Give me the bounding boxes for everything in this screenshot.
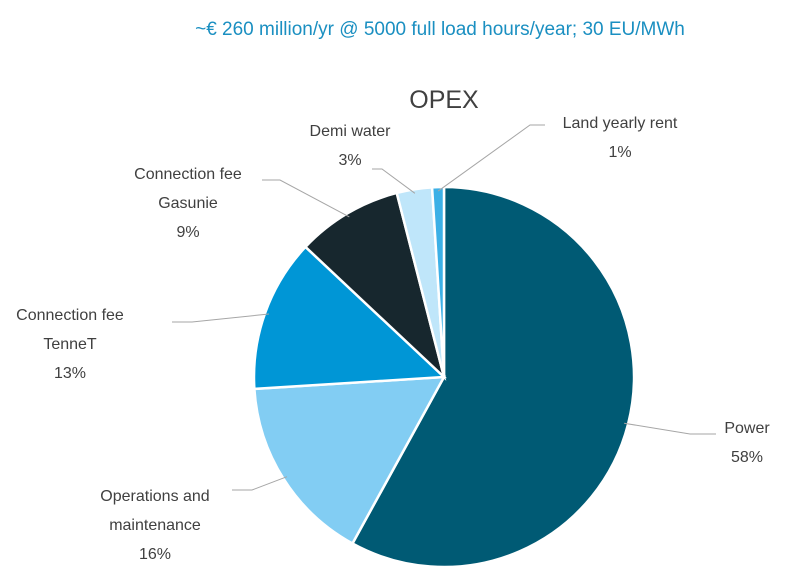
slice-label: Power 58% (712, 414, 782, 472)
chart-title: OPEX (409, 86, 479, 114)
category-label: Operations and maintenance (100, 488, 210, 534)
category-label: Land yearly rent (562, 115, 678, 132)
pie-slice (253, 375, 447, 546)
leader-line (172, 313, 270, 323)
category-label: Power (724, 420, 770, 437)
leader-line (437, 124, 545, 192)
leader-line (232, 476, 288, 491)
slice-label: Connection fee Gasunie 9% (118, 160, 258, 247)
value-label: 3% (338, 152, 362, 169)
slice-label: Operations and maintenance 16% (70, 482, 240, 566)
category-label: Demi water (309, 123, 391, 140)
chart-subtitle: ~€ 260 million/yr @ 5000 full load hours… (195, 19, 685, 40)
value-label: 58% (730, 449, 764, 466)
slice-label: Demi water 3% (295, 117, 405, 175)
leader-line (624, 422, 716, 435)
value-label: 1% (608, 144, 632, 161)
value-label: 13% (53, 365, 87, 382)
value-label: 16% (138, 546, 172, 563)
slice-label: Land yearly rent 1% (545, 109, 695, 167)
category-label: Connection fee TenneT (16, 307, 124, 353)
leader-line (372, 168, 416, 194)
slice-label: Connection fee TenneT 13% (2, 301, 138, 388)
pie-slice (303, 191, 447, 381)
category-label: Connection fee Gasunie (134, 166, 242, 212)
value-label: 9% (176, 224, 200, 241)
leader-line (262, 179, 350, 218)
pie-slice (252, 245, 447, 391)
